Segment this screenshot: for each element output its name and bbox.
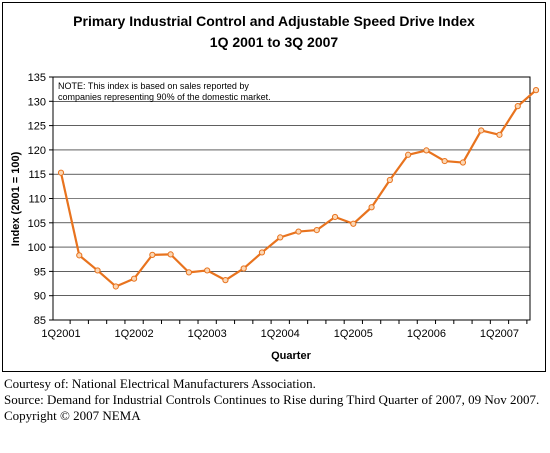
data-point bbox=[441, 157, 448, 165]
data-point bbox=[76, 252, 83, 259]
data-point bbox=[405, 151, 412, 158]
x-axis-label: Quarter bbox=[271, 350, 311, 362]
data-point bbox=[149, 251, 156, 258]
x-tick-label: 1Q2005 bbox=[334, 328, 373, 340]
data-point bbox=[313, 226, 320, 234]
y-tick-label: 125 bbox=[28, 121, 46, 133]
y-tick-label: 115 bbox=[28, 169, 46, 181]
x-tick-label: 1Q2004 bbox=[261, 328, 300, 340]
x-tick-label: 1Q2007 bbox=[480, 328, 519, 340]
x-tick-label: 1Q2003 bbox=[188, 328, 227, 340]
y-tick-label: 85 bbox=[34, 315, 46, 327]
y-axis-label: Index (2001 = 100) bbox=[10, 151, 22, 246]
caption-courtesy: Courtesy of: National Electrical Manufac… bbox=[4, 376, 316, 391]
chart-title-line-2: 1Q 2001 to 3Q 2007 bbox=[210, 34, 339, 50]
series-markers bbox=[57, 87, 540, 290]
data-point bbox=[167, 251, 174, 258]
data-point bbox=[130, 275, 138, 282]
data-point bbox=[222, 277, 229, 284]
data-point bbox=[331, 213, 339, 221]
data-point bbox=[94, 267, 101, 274]
x-tick-label: 1Q2001 bbox=[41, 328, 80, 340]
caption: Courtesy of: National Electrical Manufac… bbox=[4, 376, 544, 424]
x-axis-ticks: 1Q2001 1Q2002 1Q2003 1Q2004 1Q2005 1Q2006 1Q20… bbox=[41, 320, 528, 340]
gridlines bbox=[53, 101, 530, 297]
data-point bbox=[240, 265, 247, 272]
y-tick-label: 120 bbox=[28, 145, 46, 157]
note-line-1: NOTE: This index is based on sales repor… bbox=[58, 81, 249, 91]
y-tick-label: 95 bbox=[34, 266, 46, 278]
series-line bbox=[59, 89, 537, 288]
data-point bbox=[496, 131, 503, 138]
data-point bbox=[112, 283, 119, 290]
data-point bbox=[386, 176, 393, 184]
data-point bbox=[258, 249, 266, 256]
y-tick-label: 110 bbox=[28, 194, 46, 206]
data-point bbox=[295, 228, 302, 235]
y-tick-label: 135 bbox=[28, 72, 46, 84]
y-tick-label: 130 bbox=[28, 96, 46, 108]
caption-source: Source: Demand for Industrial Controls C… bbox=[4, 392, 540, 407]
y-tick-label: 105 bbox=[28, 218, 46, 230]
x-tick-label: 1Q2002 bbox=[115, 328, 154, 340]
chart-title-line-1: Primary Industrial Control and Adjustabl… bbox=[73, 13, 475, 29]
data-point bbox=[423, 147, 430, 154]
data-point bbox=[57, 169, 65, 176]
data-point bbox=[459, 159, 467, 166]
data-point bbox=[478, 127, 485, 134]
data-point bbox=[277, 234, 284, 241]
y-tick-label: 100 bbox=[28, 242, 46, 254]
chart-frame: Primary Industrial Control and Adjustabl… bbox=[2, 2, 546, 372]
caption-copyright: Copyright © 2007 NEMA bbox=[4, 408, 141, 423]
data-point bbox=[514, 103, 521, 110]
y-tick-label: 90 bbox=[34, 291, 46, 303]
line-chart: Primary Industrial Control and Adjustabl… bbox=[10, 13, 540, 362]
y-axis-ticks: 85 90 95 100 105 110 115 120 125 130 135 bbox=[28, 72, 53, 327]
data-point bbox=[185, 269, 192, 276]
note-box: NOTE: This index is based on sales repor… bbox=[58, 81, 271, 102]
data-point bbox=[204, 267, 211, 274]
data-point bbox=[368, 204, 375, 211]
data-point bbox=[532, 87, 540, 94]
data-point bbox=[350, 220, 357, 227]
series-line-0 bbox=[59, 89, 537, 288]
note-line-2: companies representing 90% of the domest… bbox=[58, 92, 271, 102]
x-tick-label: 1Q2006 bbox=[407, 328, 446, 340]
